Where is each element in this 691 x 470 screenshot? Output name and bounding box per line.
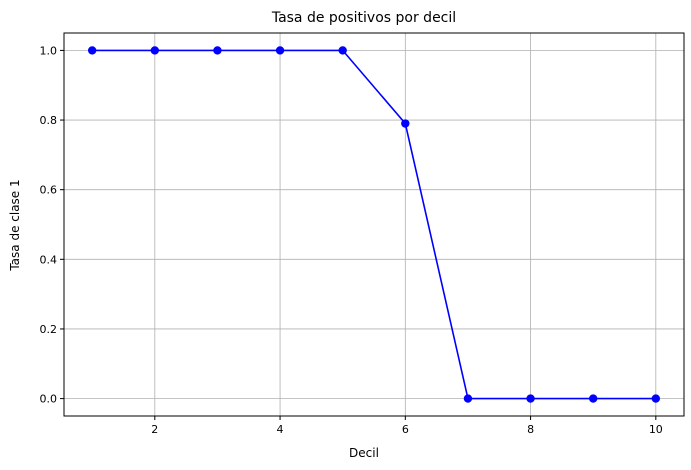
y-axis-ticks: 0.0 0.2 0.4 0.6 0.8 1.0 bbox=[40, 44, 64, 406]
plot-frame bbox=[63, 32, 685, 417]
x-tick-label: 10 bbox=[649, 423, 663, 436]
y-tick-label: 0.6 bbox=[40, 184, 58, 197]
x-tick-label: 4 bbox=[277, 423, 284, 436]
y-tick-label: 0.2 bbox=[40, 323, 58, 336]
x-axis-ticks: 2 4 6 8 10 bbox=[151, 416, 663, 436]
data-point bbox=[275, 46, 285, 55]
chart-title: Tasa de positivos por decil bbox=[271, 10, 456, 26]
data-point bbox=[651, 394, 661, 403]
y-tick-label: 0.4 bbox=[40, 253, 58, 266]
x-axis-label: Decil bbox=[349, 446, 379, 460]
y-tick-label: 1.0 bbox=[40, 44, 58, 57]
data-point bbox=[401, 119, 410, 128]
data-point bbox=[463, 394, 473, 403]
y-tick-label: 0.8 bbox=[40, 114, 58, 127]
data-point bbox=[588, 394, 598, 403]
y-axis-label: Tasa de clase 1 bbox=[8, 179, 22, 271]
data-point bbox=[150, 46, 160, 55]
y-tick-label: 0.0 bbox=[40, 393, 58, 406]
data-point bbox=[87, 46, 97, 55]
x-tick-label: 2 bbox=[151, 423, 158, 436]
data-point bbox=[213, 46, 222, 55]
data-series bbox=[87, 46, 661, 403]
series-line bbox=[92, 49, 656, 400]
data-point bbox=[338, 46, 347, 55]
data-point bbox=[526, 394, 535, 403]
grid-lines bbox=[64, 33, 684, 416]
x-tick-label: 6 bbox=[402, 423, 409, 436]
x-tick-label: 8 bbox=[527, 423, 534, 436]
